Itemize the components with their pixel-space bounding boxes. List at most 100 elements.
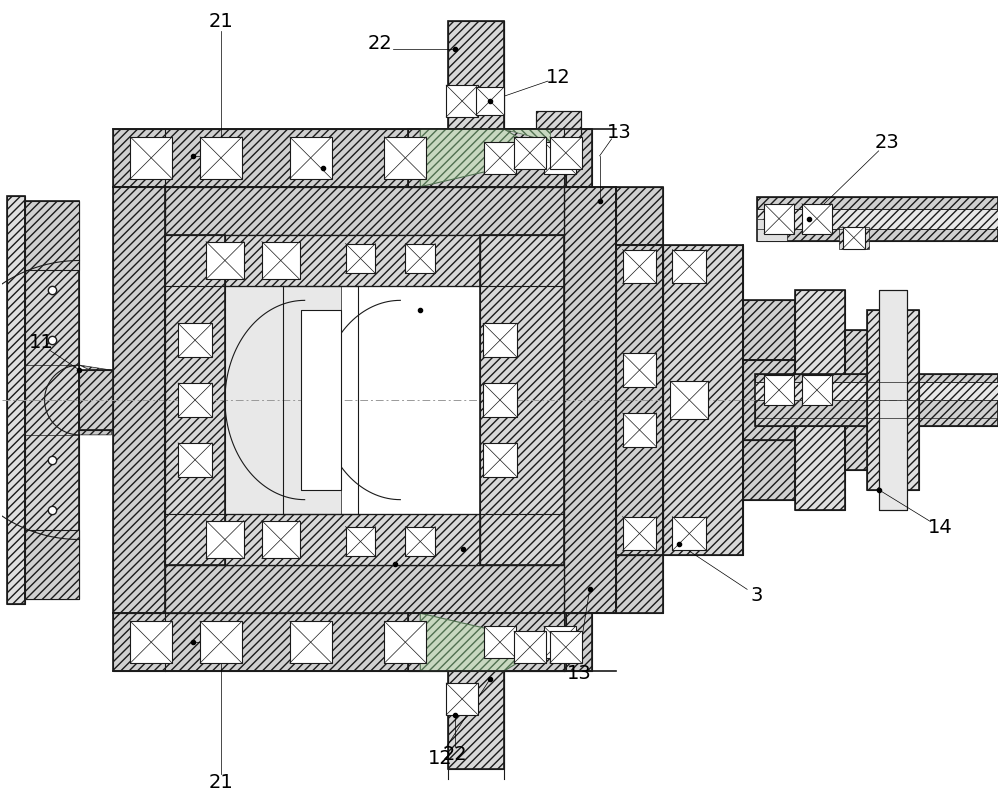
Bar (845, 330, 881, 470)
Bar (483, 383, 517, 417)
Bar (757, 197, 998, 241)
Bar (130, 137, 172, 178)
Bar (206, 242, 244, 279)
Bar (225, 234, 480, 286)
Bar (839, 226, 869, 249)
Text: 11: 11 (29, 333, 54, 352)
Bar (290, 622, 332, 663)
Text: 13: 13 (607, 123, 632, 142)
Bar (536, 111, 581, 155)
Bar (483, 443, 517, 477)
Bar (165, 234, 225, 566)
Bar (616, 555, 663, 614)
Bar (200, 137, 242, 178)
Bar (743, 440, 795, 500)
Bar (113, 614, 592, 671)
Bar (113, 186, 165, 614)
Bar (672, 517, 706, 550)
Text: 13: 13 (567, 663, 592, 682)
Bar (484, 626, 516, 658)
Polygon shape (25, 530, 79, 599)
Bar (564, 186, 616, 614)
Bar (484, 142, 516, 174)
Bar (623, 517, 656, 550)
Bar (514, 137, 546, 169)
Bar (795, 290, 845, 510)
Bar (616, 245, 663, 555)
Bar (178, 323, 212, 357)
Bar (743, 360, 795, 440)
Bar (165, 186, 564, 234)
Polygon shape (79, 420, 111, 435)
Bar (757, 197, 998, 241)
Bar (480, 234, 564, 566)
Bar (764, 204, 794, 234)
Bar (757, 209, 998, 229)
Bar (544, 142, 576, 174)
Bar (802, 204, 832, 234)
Bar (346, 243, 375, 274)
Text: 21: 21 (209, 12, 233, 31)
Bar (225, 234, 480, 286)
Bar (290, 137, 332, 178)
Bar (843, 226, 865, 249)
Bar (550, 631, 582, 663)
Polygon shape (420, 129, 550, 186)
Bar (623, 413, 656, 447)
Bar (616, 186, 663, 245)
Bar (845, 330, 881, 470)
Bar (879, 290, 907, 510)
Bar (178, 383, 212, 417)
Bar (616, 186, 663, 245)
Bar (408, 129, 566, 186)
Bar (113, 186, 165, 614)
Bar (867, 310, 919, 490)
Bar (867, 310, 919, 490)
Text: 3: 3 (751, 586, 763, 605)
Bar (755, 374, 998, 426)
Bar (405, 526, 435, 557)
Bar (476, 87, 504, 115)
Bar (113, 614, 592, 671)
Text: 22: 22 (443, 746, 468, 764)
Bar (405, 243, 435, 274)
Bar (225, 514, 480, 566)
Bar (206, 521, 244, 558)
Bar (25, 201, 79, 599)
Bar (623, 353, 656, 387)
Bar (663, 245, 743, 555)
Bar (672, 250, 706, 283)
Bar (408, 614, 566, 671)
Bar (483, 323, 517, 357)
Bar (480, 234, 564, 566)
Text: 14: 14 (928, 518, 953, 537)
Text: 23: 23 (874, 134, 899, 152)
Bar (755, 382, 998, 400)
Polygon shape (225, 286, 341, 514)
Bar (262, 521, 300, 558)
Polygon shape (79, 365, 111, 380)
Bar (448, 669, 504, 769)
Bar (79, 370, 114, 430)
Bar (616, 245, 663, 555)
Polygon shape (420, 614, 550, 671)
Bar (743, 360, 795, 440)
Bar (743, 440, 795, 500)
Bar (755, 374, 998, 426)
Bar (743, 300, 795, 360)
Bar (802, 375, 832, 405)
Polygon shape (25, 201, 79, 270)
Bar (879, 290, 907, 510)
Bar (743, 300, 795, 360)
Bar (165, 566, 564, 614)
Bar (757, 218, 787, 241)
Bar (448, 22, 504, 131)
Bar (446, 85, 478, 117)
Bar (408, 129, 566, 186)
Bar (663, 245, 743, 555)
Bar (79, 370, 114, 430)
Bar (25, 201, 79, 599)
Bar (446, 683, 478, 715)
Bar (448, 669, 504, 769)
Bar (408, 614, 566, 671)
